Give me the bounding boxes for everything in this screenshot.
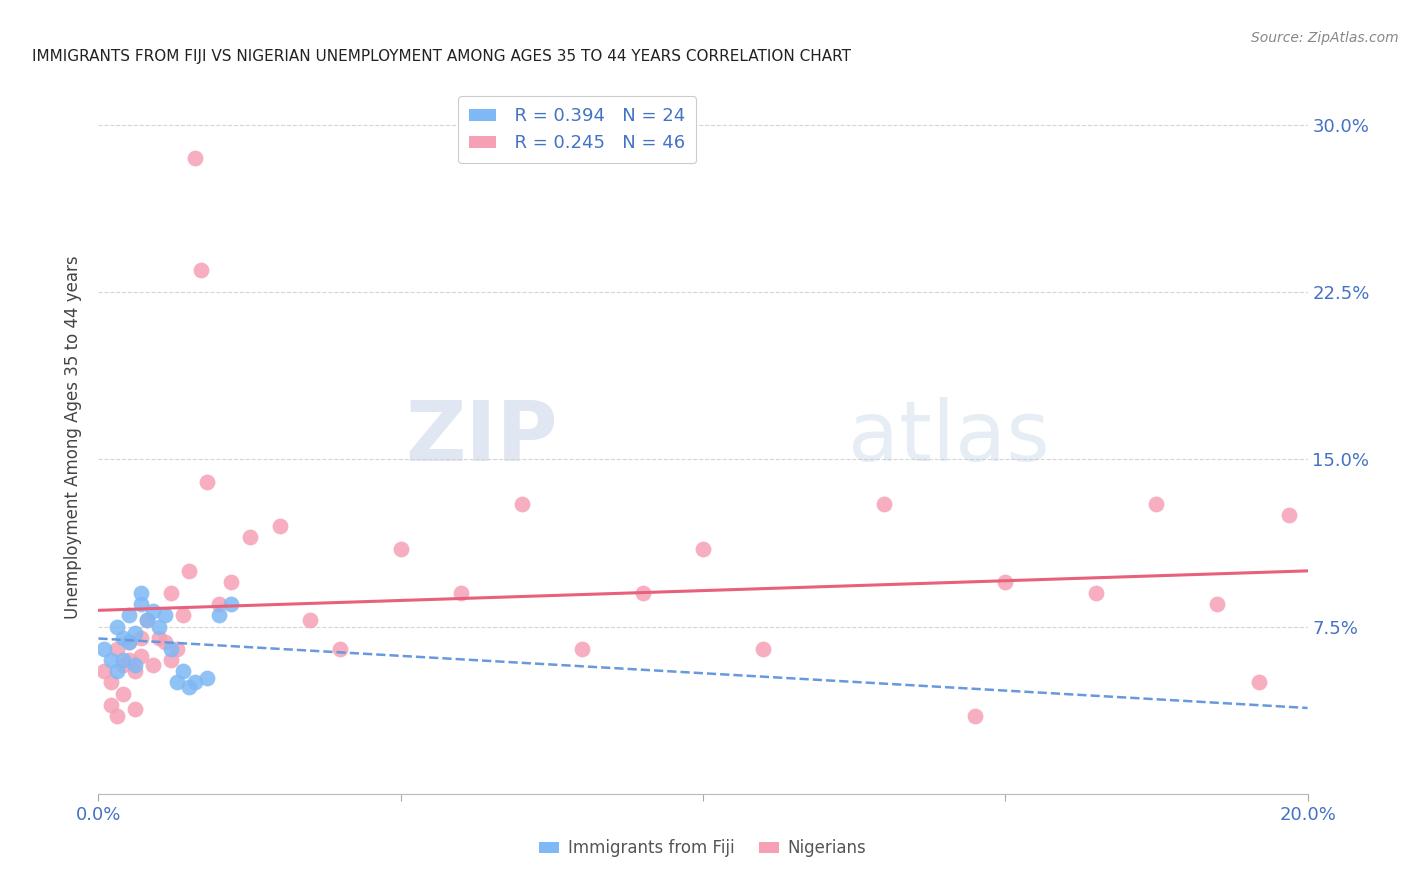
Point — [124, 664, 146, 679]
Point — [195, 475, 218, 489]
Point — [269, 519, 291, 533]
Point — [510, 497, 533, 511]
Point — [221, 575, 243, 590]
Point — [111, 657, 134, 672]
Point — [100, 653, 122, 667]
Point — [129, 598, 152, 612]
Text: Source: ZipAtlas.com: Source: ZipAtlas.com — [1251, 31, 1399, 45]
Legend: Immigrants from Fiji, Nigerians: Immigrants from Fiji, Nigerians — [533, 833, 873, 864]
Point — [239, 530, 262, 544]
Point — [124, 702, 146, 716]
Point — [160, 653, 183, 667]
Point — [873, 497, 896, 511]
Point — [105, 642, 128, 657]
Point — [118, 653, 141, 667]
Point — [111, 653, 134, 667]
Point — [166, 675, 188, 690]
Point — [208, 598, 231, 612]
Point — [221, 598, 243, 612]
Point — [184, 675, 207, 690]
Point — [450, 586, 472, 600]
Point — [93, 664, 115, 679]
Point — [1085, 586, 1108, 600]
Point — [129, 586, 152, 600]
Point — [172, 664, 194, 679]
Point — [153, 635, 176, 649]
Point — [571, 642, 593, 657]
Point — [965, 708, 987, 723]
Point — [124, 626, 146, 640]
Point — [111, 631, 134, 645]
Point — [179, 680, 201, 694]
Text: ZIP: ZIP — [405, 397, 558, 477]
Point — [994, 575, 1017, 590]
Point — [208, 608, 231, 623]
Point — [160, 642, 183, 657]
Point — [166, 642, 188, 657]
Point — [105, 708, 128, 723]
Point — [190, 263, 212, 277]
Point — [118, 635, 141, 649]
Point — [172, 608, 194, 623]
Point — [179, 564, 201, 578]
Point — [93, 642, 115, 657]
Point — [329, 642, 352, 657]
Point — [124, 657, 146, 672]
Point — [100, 698, 122, 712]
Point — [195, 671, 218, 685]
Point — [129, 648, 152, 663]
Point — [148, 619, 170, 633]
Point — [118, 635, 141, 649]
Point — [135, 613, 157, 627]
Point — [129, 631, 152, 645]
Point — [692, 541, 714, 556]
Point — [142, 604, 165, 618]
Point — [135, 613, 157, 627]
Point — [105, 619, 128, 633]
Point — [118, 608, 141, 623]
Point — [1249, 675, 1271, 690]
Point — [299, 613, 322, 627]
Point — [148, 631, 170, 645]
Point — [142, 657, 165, 672]
Point — [160, 586, 183, 600]
Point — [111, 687, 134, 701]
Point — [100, 675, 122, 690]
Text: IMMIGRANTS FROM FIJI VS NIGERIAN UNEMPLOYMENT AMONG AGES 35 TO 44 YEARS CORRELAT: IMMIGRANTS FROM FIJI VS NIGERIAN UNEMPLO… — [32, 49, 851, 64]
Point — [1278, 508, 1301, 523]
Point — [153, 608, 176, 623]
Point — [631, 586, 654, 600]
Point — [1144, 497, 1167, 511]
Point — [184, 152, 207, 166]
Point — [389, 541, 412, 556]
Point — [1206, 598, 1229, 612]
Text: atlas: atlas — [848, 397, 1050, 477]
Point — [752, 642, 775, 657]
Y-axis label: Unemployment Among Ages 35 to 44 years: Unemployment Among Ages 35 to 44 years — [65, 255, 83, 619]
Point — [105, 664, 128, 679]
